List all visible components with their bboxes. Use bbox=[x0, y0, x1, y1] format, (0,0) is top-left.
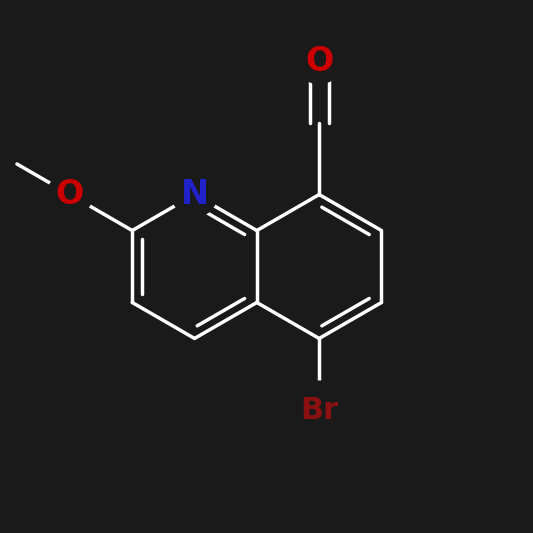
Circle shape bbox=[290, 381, 349, 440]
Text: N: N bbox=[181, 178, 208, 211]
Text: Br: Br bbox=[300, 396, 338, 425]
Circle shape bbox=[297, 39, 342, 84]
Text: O: O bbox=[56, 178, 84, 211]
Circle shape bbox=[172, 172, 217, 217]
Text: O: O bbox=[305, 45, 333, 78]
Circle shape bbox=[47, 172, 92, 217]
